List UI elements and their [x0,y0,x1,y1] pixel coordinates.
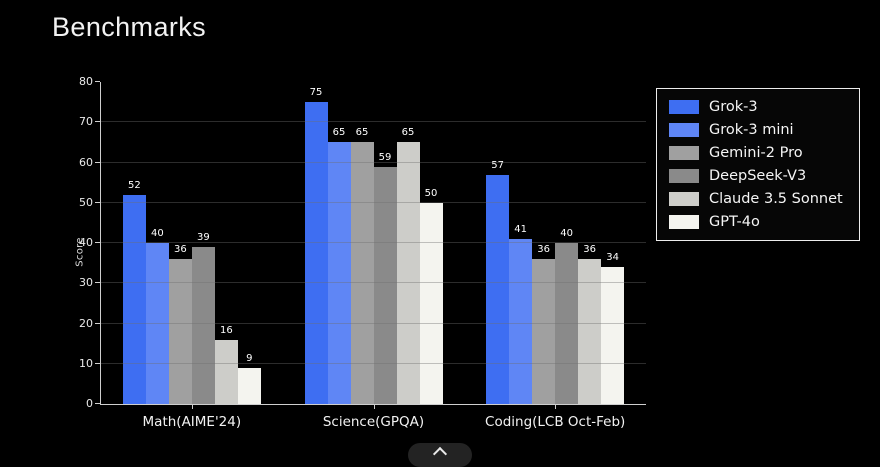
legend-item: DeepSeek-V3 [669,168,843,184]
y-tick-mark [95,81,100,82]
bar: 59 [373,152,397,404]
bar-value-label: 36 [583,244,597,256]
legend-label: Claude 3.5 Sonnet [709,191,843,207]
y-axis-label: Score [74,237,86,267]
bar: 40 [555,228,579,404]
bar: 9 [237,353,261,404]
legend-item: Gemini-2 Pro [669,145,843,161]
legend-swatch [669,123,699,137]
bar: 65 [350,127,374,404]
legend-item: Grok-3 [669,99,843,115]
y-tick-label: 50 [79,195,93,209]
bar-value-label: 16 [219,324,233,336]
bar-value-label: 59 [378,151,392,163]
legend: Grok-3 Grok-3 mini Gemini-2 Pro DeepSeek-V3… [656,88,860,241]
x-tick-label: Math(AIME'24) [142,414,242,430]
bar-value-label: 9 [246,352,253,364]
bar-value-label: 40 [560,228,574,239]
legend-item: GPT-4o [669,214,843,230]
legend-label: DeepSeek-V3 [709,168,807,184]
bar: 39 [191,232,215,404]
bar-value-label: 41 [514,223,528,235]
bottom-overlay-pill[interactable] [408,443,472,467]
chevron-up-icon [432,446,448,462]
bar-value-label: 36 [537,244,551,256]
bar: 65 [327,127,351,404]
legend-item: Claude 3.5 Sonnet [669,191,843,207]
x-tick-mark [555,404,557,409]
x-tick-label: Coding(LCB Oct-Feb) [485,414,626,430]
bar-value-label: 36 [173,244,187,256]
legend-swatch [669,146,699,160]
y-tick-label: 60 [79,155,93,169]
x-tick-label: Science(GPQA) [322,414,425,430]
bar: 65 [396,127,420,404]
bar-value-label: 40 [150,228,164,239]
y-tick-label: 30 [79,276,93,290]
bar: 40 [145,228,169,404]
bar: 50 [419,188,443,404]
legend-swatch [669,169,699,183]
bar-value-label: 50 [424,187,438,199]
grid-line [101,121,646,123]
bar-value-label: 34 [606,252,620,264]
legend-item: Grok-3 mini [669,122,843,138]
y-tick-mark [95,403,100,404]
bar: 34 [601,252,625,404]
bar: 36 [168,244,192,404]
y-tick-label: 80 [79,75,93,88]
y-tick-mark [95,362,100,364]
bar-value-label: 75 [309,87,323,99]
y-tick-label: 70 [79,115,93,129]
bar: 57 [486,160,510,404]
y-tick-label: 40 [79,236,93,249]
grid-line [101,161,646,163]
y-tick-label: 10 [79,356,93,370]
legend-label: GPT-4o [709,214,760,230]
bar-value-label: 65 [401,127,415,139]
x-tick-mark [373,404,375,409]
bar-value-label: 52 [127,179,141,191]
y-tick-mark [95,161,100,163]
plot-area: 52 40 36 39 16 9 Math(AIME'24) 75 65 65 59 65 50 Scie… [79,75,646,430]
y-tick-mark [95,282,100,284]
legend-label: Gemini-2 Pro [709,145,803,161]
bar-value-label: 39 [196,232,210,244]
bar: 16 [214,325,238,404]
bar: 36 [532,244,556,404]
bar: 75 [304,87,328,404]
legend-swatch [669,215,699,229]
bar-value-label: 65 [355,127,369,139]
y-tick-mark [95,242,100,243]
bar: 41 [509,224,533,404]
bar: 36 [578,244,602,404]
legend-label: Grok-3 [709,99,758,115]
y-tick-mark [95,201,100,203]
bar: 52 [122,180,146,404]
bar-value-label: 57 [491,159,505,171]
y-tick-mark [95,322,100,324]
y-tick-mark [95,121,100,123]
x-tick-mark [191,404,193,409]
legend-swatch [669,192,699,206]
legend-label: Grok-3 mini [709,122,794,138]
legend-swatch [669,100,699,114]
page-title: Benchmarks [52,12,207,42]
bar-value-label: 65 [332,127,346,139]
y-tick-label: 0 [86,397,93,410]
y-tick-label: 20 [79,316,93,330]
